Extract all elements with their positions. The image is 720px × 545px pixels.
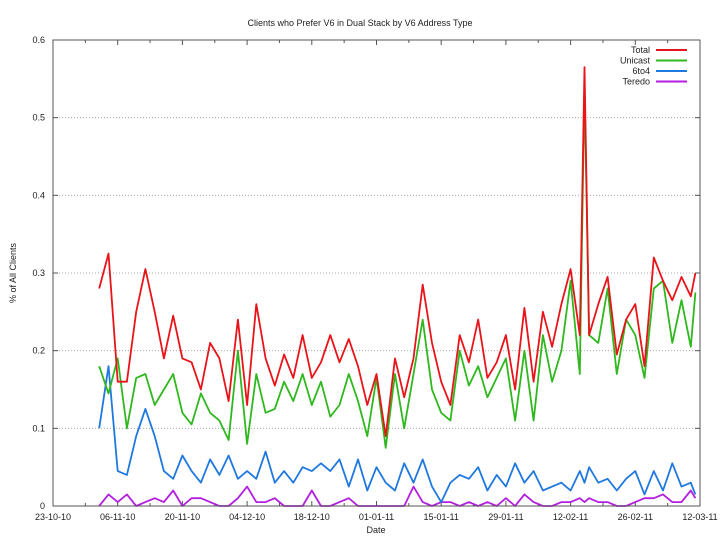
chart-title: Clients who Prefer V6 in Dual Stack by V…: [248, 18, 473, 28]
y-tick-label: 0.1: [32, 423, 45, 433]
y-tick-label: 0.6: [32, 35, 45, 45]
legend-label: Unicast: [620, 56, 651, 66]
legend-label: 6to4: [632, 66, 650, 76]
x-tick-label: 29-01-11: [488, 512, 523, 522]
x-tick-label: 04-12-10: [229, 512, 265, 522]
plot-frame: [52, 39, 701, 507]
y-tick-label: 0.4: [32, 190, 45, 200]
x-tick-label: 06-11-10: [100, 512, 135, 522]
series-lines: [98, 66, 697, 507]
x-axis-label: Date: [366, 525, 385, 535]
legend-label: Teredo: [622, 77, 650, 87]
x-tick-label: 12-03-11: [682, 512, 717, 522]
y-axis-label: % of All Clients: [8, 242, 18, 303]
series-line-teredo: [98, 485, 697, 507]
y-tick-label: 0.2: [32, 346, 45, 356]
series-line-6to4: [98, 365, 697, 504]
axis-ticks: 0 0.1 0.2 0.3 0.4 0.5 0.6 23-10-10 06-11-10 20-11…: [32, 35, 717, 522]
y-tick-label: 0.5: [32, 113, 45, 123]
series-line-total: [98, 66, 697, 438]
x-tick-label: 23-10-10: [35, 512, 71, 522]
x-tick-label: 18-12-10: [294, 512, 330, 522]
x-tick-label: 01-01-11: [359, 512, 394, 522]
y-tick-label: 0: [40, 501, 45, 511]
x-tick-label: 15-01-11: [424, 512, 459, 522]
x-tick-label: 20-11-10: [165, 512, 200, 522]
legend-label: Total: [631, 45, 650, 55]
x-tick-label: 26-02-11: [618, 512, 653, 522]
y-tick-label: 0.3: [32, 268, 45, 278]
x-tick-label: 12-02-11: [553, 512, 588, 522]
series-line-unicast: [98, 85, 697, 449]
